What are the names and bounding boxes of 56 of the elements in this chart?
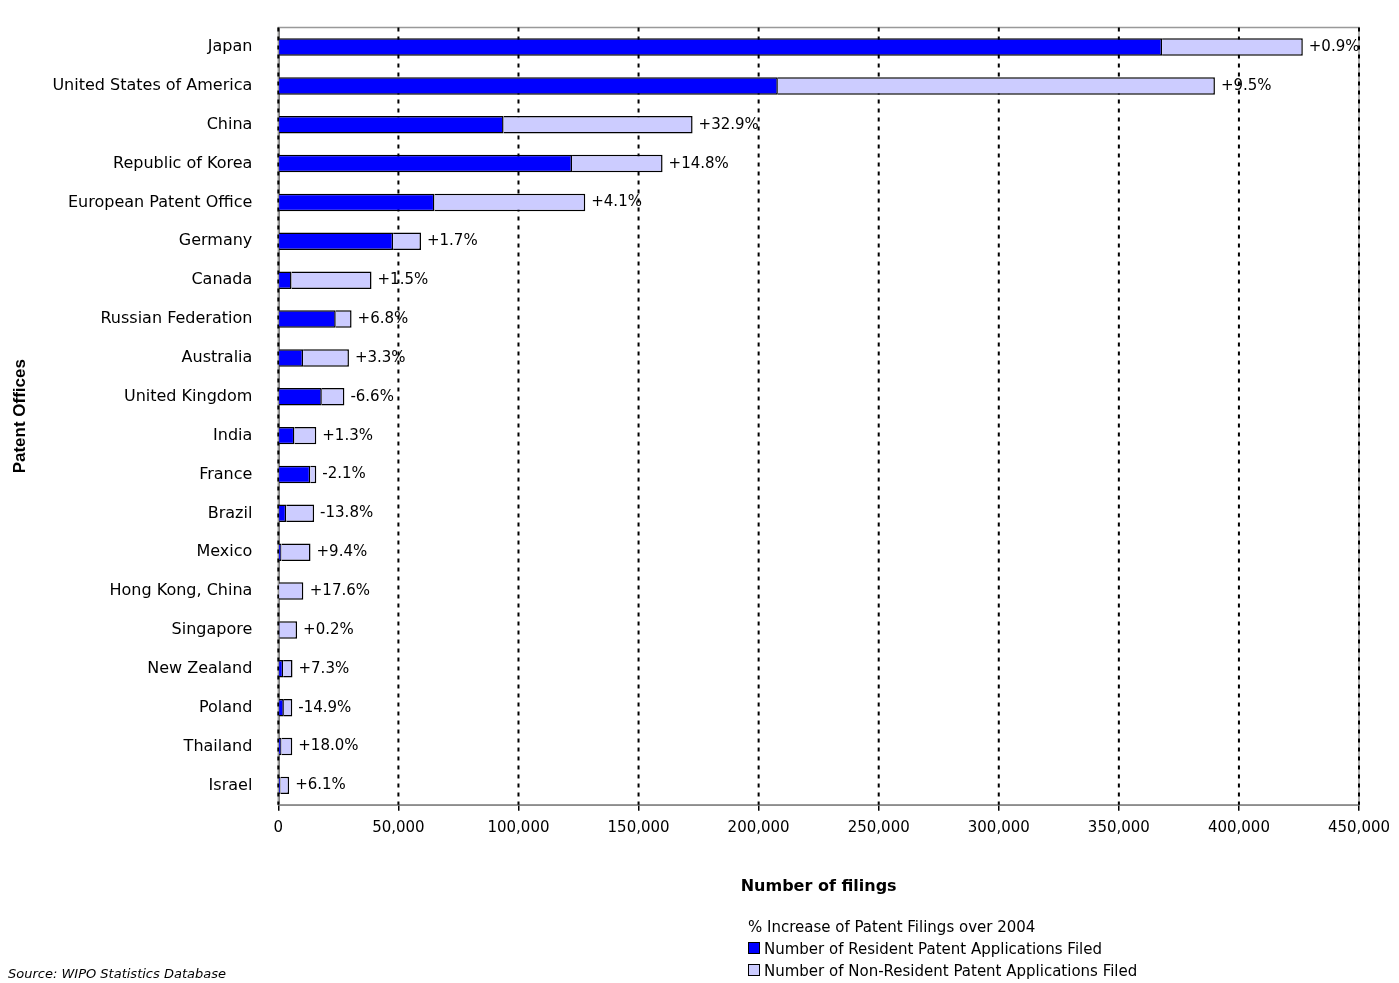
x-tick-label: 450,000 <box>1327 817 1391 836</box>
y-tick-label: Mexico <box>196 541 253 561</box>
source-note: Source: WIPO Statistics Database <box>8 966 226 981</box>
annotation: +1.7% <box>426 231 478 250</box>
x-axis-title: Number of filings <box>740 875 897 895</box>
y-axis-title: Patent Offices <box>9 359 29 474</box>
y-tick-label: Poland <box>198 696 253 716</box>
x-tick-label: 0 <box>273 817 284 836</box>
annotation: +1.5% <box>377 270 429 289</box>
annotation: +17.6% <box>309 580 371 599</box>
y-tick-label: Singapore <box>171 619 253 639</box>
x-tick-label: 250,000 <box>847 817 910 836</box>
annotation: +3.3% <box>354 347 406 366</box>
annotation: +0.2% <box>303 619 354 638</box>
x-tick-label: 50,000 <box>372 817 425 836</box>
x-tick-label: 150,000 <box>607 817 670 836</box>
y-tick-label: Israel <box>208 774 253 794</box>
y-tick-label: Thailand <box>182 735 253 755</box>
x-tick-label: 350,000 <box>1087 817 1150 836</box>
y-tick-label: Canada <box>191 269 253 289</box>
annotation: -6.6% <box>350 386 394 405</box>
annotation: +7.3% <box>298 658 350 677</box>
y-tick-label: United Kingdom <box>123 385 253 405</box>
legend-label: Number of Resident Patent Applications Filed <box>764 940 1102 958</box>
y-tick-label: Republic of Korea <box>112 152 253 172</box>
x-tick-label: 300,000 <box>967 817 1030 836</box>
y-tick-label: India <box>213 424 253 444</box>
x-tick-label: 100,000 <box>487 817 550 836</box>
y-tick-label: New Zealand <box>147 657 253 677</box>
y-tick-label: European Patent Office <box>67 191 253 211</box>
y-tick-label: China <box>206 113 253 133</box>
annotation: +6.1% <box>295 775 346 794</box>
x-tick-label: 400,000 <box>1207 817 1270 836</box>
legend-title: % Increase of Patent Filings over 2004 <box>748 917 1037 938</box>
annotation: -14.9% <box>298 697 352 716</box>
y-tick-label: Germany <box>178 230 253 250</box>
annotation: +32.9% <box>698 114 759 133</box>
y-tick-label: Russian Federation <box>100 308 253 328</box>
y-tick-label: Australia <box>181 347 253 367</box>
y-tick-label: Brazil <box>207 502 253 522</box>
annotation: +9.5% <box>1220 75 1272 94</box>
y-tick-label: United States of America <box>52 75 253 95</box>
annotation: +14.8% <box>668 153 729 172</box>
annotation: +1.3% <box>322 425 373 444</box>
x-tick-label: 200,000 <box>727 817 790 836</box>
y-tick-label: Japan <box>206 36 253 56</box>
y-tick-label: Hong Kong, China <box>109 580 253 600</box>
annotation: +4.1% <box>591 192 642 211</box>
annotation: +9.4% <box>316 542 368 561</box>
annotation: -13.8% <box>320 503 374 522</box>
annotation: +0.9% <box>1308 36 1360 55</box>
annotation: +6.8% <box>357 308 409 327</box>
annotation: -2.1% <box>322 464 366 483</box>
y-tick-label: France <box>199 463 253 483</box>
legend-label: Number of Non-Resident Patent Applications Filed <box>764 962 1138 980</box>
annotation: +18.0% <box>298 736 359 755</box>
